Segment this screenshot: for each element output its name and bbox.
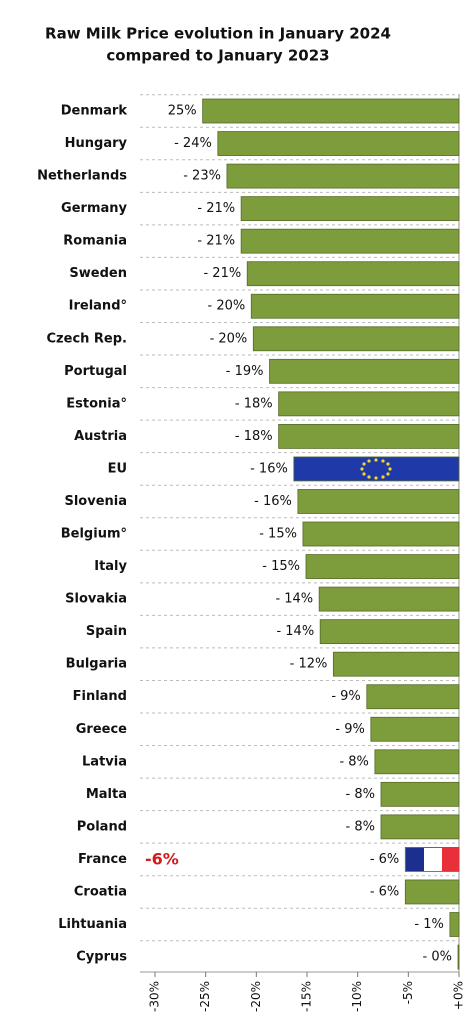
y-tick-label: Malta [86,787,127,802]
bar [374,749,460,775]
x-tick-label: -25% [198,981,212,1012]
bar [380,781,460,807]
y-tick-label: Netherlands [37,169,127,184]
bar [250,293,460,319]
value-label: - 24% [174,136,212,151]
value-label: - 8% [346,819,375,834]
y-tick-label: Portugal [64,364,127,379]
bar [217,131,460,156]
bar [278,391,460,417]
value-label: 25% [168,104,197,119]
y-tick-label: Austria [74,429,127,444]
value-label: - 8% [346,787,375,802]
value-label: - 21% [197,234,235,249]
y-tick-label: Sweden [69,266,127,281]
value-label: - 15% [262,559,300,574]
value-label: - 12% [290,657,328,672]
value-label: - 14% [275,592,313,607]
bar [319,619,460,645]
value-label: - 20% [208,299,246,314]
x-tick-label: +0% [452,981,466,1010]
decorations [360,458,459,871]
x-tick-label: -30% [148,981,162,1012]
value-label: - 18% [235,396,273,411]
y-tick-label: Italy [94,559,127,574]
y-tick-label: Germany [61,201,127,216]
value-label: - 9% [331,689,360,704]
bar [226,163,460,189]
bar [278,423,460,449]
eu-stars [360,458,392,480]
bar [305,554,460,579]
bar [252,326,460,352]
bar [332,651,460,677]
value-label: - 15% [259,527,297,542]
bar [240,228,460,254]
value-label: - 1% [414,917,443,932]
y-tick-label: Romania [63,234,127,249]
y-tick-label: Estonia° [66,396,127,411]
y-tick-label: Spain [86,624,127,639]
annotation: -6% [145,850,179,869]
value-label: - 0% [423,950,452,965]
y-tick-label: Denmark [61,104,128,119]
y-tick-label: Latvia [82,754,127,769]
bar [318,586,460,612]
bar [269,358,460,384]
bar [240,196,460,222]
y-tick-label: Croatia [74,884,127,899]
bar [202,98,460,124]
y-tick-label: Czech Rep. [47,331,127,346]
y-tick-label: Hungary [65,136,128,151]
x-tick-label: -10% [350,981,364,1012]
value-label: - 16% [254,494,292,509]
value-label: - 23% [183,169,221,184]
value-label: - 14% [276,624,314,639]
y-tick-label: Slovakia [65,592,127,607]
value-label: - 9% [335,722,364,737]
y-tick-label: Greece [76,722,127,737]
y-tick-label: Finland [73,689,127,704]
chart-title: Raw Milk Price evolution in January 2024 [45,25,391,43]
chart-title: compared to January 2023 [106,47,329,65]
value-label: - 18% [235,429,273,444]
bar [246,261,460,287]
y-tick-label: Belgium° [61,527,127,542]
y-tick-label: France [78,852,127,867]
value-label: - 6% [370,852,399,867]
value-label: - 21% [197,201,235,216]
bar [297,489,460,514]
x-tick-label: -20% [249,981,263,1012]
bar [380,814,460,840]
value-label: - 16% [250,461,288,476]
bar [302,521,460,547]
x-tick-label: -5% [401,981,415,1004]
bar [404,879,460,905]
value-label: - 6% [370,884,399,899]
y-tick-label: Poland [77,819,127,834]
y-tick-label: Lihtuania [58,917,127,932]
value-label: - 19% [226,364,264,379]
value-label: - 8% [339,754,368,769]
y-tick-label: Slovenia [64,494,127,509]
y-tick-label: Ireland° [69,299,127,314]
bar [370,716,460,742]
y-tick-label: Cyprus [76,950,127,965]
france-flag [406,848,459,871]
y-tick-label: Bulgaria [66,657,127,672]
y-tick-label: EU [108,461,127,476]
value-label: - 21% [203,266,241,281]
bar [449,912,460,937]
bar [366,684,460,710]
value-label: - 20% [210,331,248,346]
bar [457,944,460,970]
x-tick-label: -15% [300,981,314,1012]
